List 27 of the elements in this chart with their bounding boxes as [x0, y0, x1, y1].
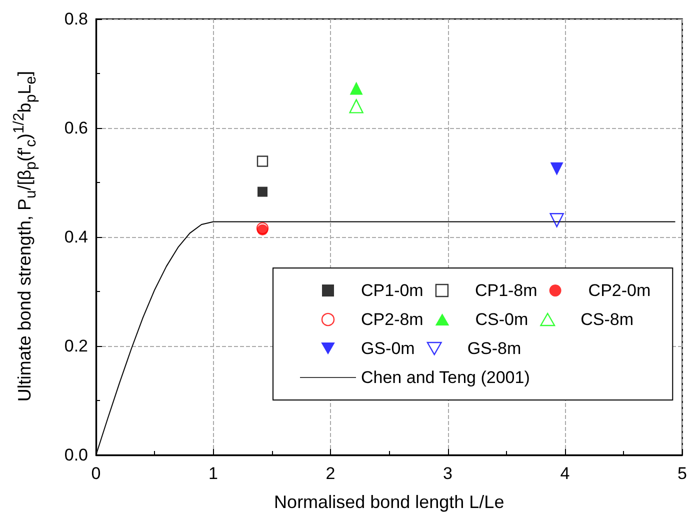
legend-label: CP2-0m [588, 281, 651, 300]
x-tick-label: 0 [91, 464, 101, 483]
legend-label: CS-0m [475, 310, 528, 329]
point [258, 186, 268, 197]
legend-label: GS-0m [361, 339, 415, 358]
legend-label: CP1-8m [474, 281, 538, 300]
legend-label: GS-8m [467, 339, 522, 358]
point [550, 162, 564, 176]
x-tick-label: 5 [678, 464, 688, 483]
x-tick-label: 2 [326, 464, 336, 483]
y-tick-label: 0.6 [64, 118, 88, 138]
point [550, 213, 564, 228]
legend-label: CS-8m [580, 310, 634, 329]
point [349, 99, 364, 114]
point [350, 82, 363, 95]
y-tick-label: 0.0 [64, 446, 88, 464]
legend-label: CP1-0m [361, 281, 424, 300]
x-tick-label: 4 [560, 464, 570, 483]
x-axis-title: Normalised bond length L/Le [274, 492, 504, 512]
legend-label: CP2-8m [361, 310, 424, 329]
y-tick-label: 0.2 [64, 336, 88, 356]
x-tick-label: 1 [208, 464, 218, 483]
x-tick-label: 3 [443, 464, 452, 483]
y-tick-label: 0.4 [64, 228, 88, 246]
legend-label: Chen and Teng (2001) [361, 368, 530, 387]
point [256, 156, 268, 167]
y-tick-label: 0.8 [64, 10, 88, 28]
